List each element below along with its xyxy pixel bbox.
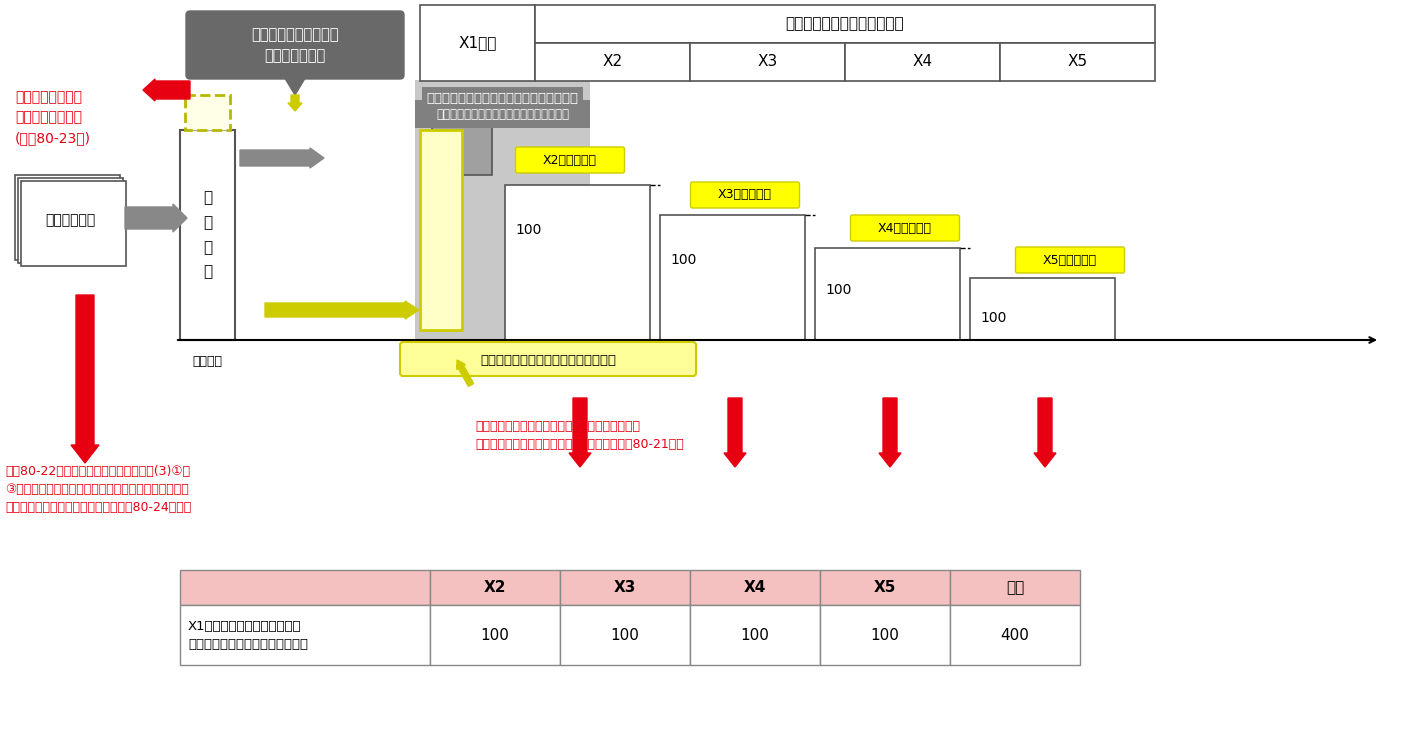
- Bar: [415, 100, 589, 128]
- Text: 400: 400: [1001, 628, 1029, 643]
- Bar: [950, 570, 1080, 605]
- Text: X1年末: X1年末: [458, 35, 496, 50]
- FancyBboxPatch shape: [691, 182, 799, 208]
- Text: 100: 100: [611, 628, 640, 643]
- Bar: [689, 570, 821, 605]
- Bar: [185, 95, 230, 130]
- Text: 該当がある場合は
その旨を注記する
(基準80-23項): 該当がある場合は その旨を注記する (基準80-23項): [16, 90, 92, 146]
- Text: X3に収益認識: X3に収益認識: [718, 188, 773, 202]
- Text: X3: X3: [757, 55, 778, 70]
- FancyArrow shape: [878, 398, 901, 467]
- Text: 取引価格に含まれない
変動対価の額等: 取引価格に含まれない 変動対価の額等: [251, 27, 338, 63]
- Text: 100: 100: [481, 628, 509, 643]
- Bar: [560, 570, 689, 605]
- Bar: [18, 178, 123, 263]
- Text: 100: 100: [980, 311, 1007, 325]
- FancyArrow shape: [723, 398, 746, 467]
- Text: 100: 100: [740, 628, 770, 643]
- Text: 基準80-22項の実務上の便法（本文中の(3)①～
③）の適用の可否・要否を検討し、当該便法を適用す
る場合は、その旨等を注記する（基準80-24項）。: 基準80-22項の実務上の便法（本文中の(3)①～ ③）の適用の可否・要否を検討…: [6, 465, 192, 514]
- Bar: [180, 570, 430, 605]
- Bar: [689, 605, 821, 665]
- Bar: [420, 5, 534, 81]
- Bar: [420, 130, 462, 330]
- Text: X4: X4: [912, 55, 932, 70]
- Bar: [845, 43, 1000, 81]
- FancyBboxPatch shape: [516, 147, 625, 173]
- Bar: [689, 43, 845, 81]
- Text: 既に充足済の履行義務に配分した取引価格: 既に充足済の履行義務に配分した取引価格: [426, 92, 578, 104]
- Bar: [430, 570, 560, 605]
- Bar: [970, 278, 1115, 340]
- Text: X2: X2: [602, 55, 623, 70]
- Text: X1年末日現在で当該契約に関
して認識されると見込まれる収益: X1年末日現在で当該契約に関 して認識されると見込まれる収益: [188, 620, 307, 650]
- Polygon shape: [283, 75, 307, 95]
- FancyArrow shape: [288, 95, 302, 111]
- Bar: [16, 175, 120, 260]
- Bar: [950, 605, 1080, 665]
- Text: X5: X5: [874, 580, 897, 595]
- Bar: [534, 5, 1155, 43]
- Bar: [180, 130, 235, 340]
- Text: 顧客との契約: 顧客との契約: [45, 214, 96, 227]
- Bar: [821, 605, 950, 665]
- FancyArrow shape: [125, 204, 188, 232]
- Text: X2に収益認識: X2に収益認識: [543, 154, 596, 166]
- FancyArrow shape: [142, 79, 190, 101]
- Bar: [180, 605, 430, 665]
- Text: X3: X3: [613, 580, 636, 595]
- Text: 未充足の履行義務に配分した取引価格: 未充足の履行義務に配分した取引価格: [479, 353, 616, 367]
- Bar: [560, 605, 689, 665]
- Text: 100: 100: [515, 223, 541, 237]
- Text: X5に収益認識: X5に収益認識: [1043, 254, 1097, 266]
- FancyArrow shape: [240, 148, 324, 168]
- FancyArrow shape: [265, 301, 419, 319]
- FancyArrow shape: [1034, 398, 1056, 467]
- Text: X4に収益認識: X4に収益認識: [878, 221, 932, 235]
- Text: 100: 100: [670, 253, 697, 267]
- Text: 100: 100: [825, 283, 852, 297]
- Bar: [821, 570, 950, 605]
- Text: 収益の認識が見込まれる時期: 収益の認識が見込まれる時期: [785, 16, 904, 32]
- Text: X2: X2: [484, 580, 506, 595]
- Bar: [1000, 43, 1155, 81]
- Bar: [415, 80, 589, 340]
- FancyBboxPatch shape: [186, 11, 405, 79]
- FancyBboxPatch shape: [400, 342, 697, 376]
- Text: 既に充足済の履行義務に配分した取引価格: 既に充足済の履行義務に配分した取引価格: [436, 107, 570, 121]
- Text: 未充足の履行義務に配分した取引価格の総額と、
その収益の認識を見込む時期を注記する（基準80-21項）: 未充足の履行義務に配分した取引価格の総額と、 その収益の認識を見込む時期を注記す…: [475, 420, 684, 451]
- FancyBboxPatch shape: [1015, 247, 1125, 273]
- Text: 契約総額: 契約総額: [193, 355, 223, 368]
- Text: 合計: 合計: [1005, 580, 1024, 595]
- Text: X4: X4: [744, 580, 766, 595]
- Bar: [431, 120, 492, 175]
- FancyArrow shape: [457, 360, 474, 386]
- Bar: [815, 248, 960, 340]
- Bar: [534, 43, 689, 81]
- Text: X5: X5: [1067, 55, 1087, 70]
- FancyArrow shape: [570, 398, 591, 467]
- Bar: [430, 605, 560, 665]
- Text: 取
引
価
格: 取 引 価 格: [203, 190, 212, 280]
- FancyArrow shape: [70, 295, 99, 463]
- Bar: [21, 181, 125, 266]
- Bar: [505, 185, 650, 340]
- Bar: [660, 215, 805, 340]
- Text: 100: 100: [870, 628, 900, 643]
- FancyBboxPatch shape: [850, 215, 959, 241]
